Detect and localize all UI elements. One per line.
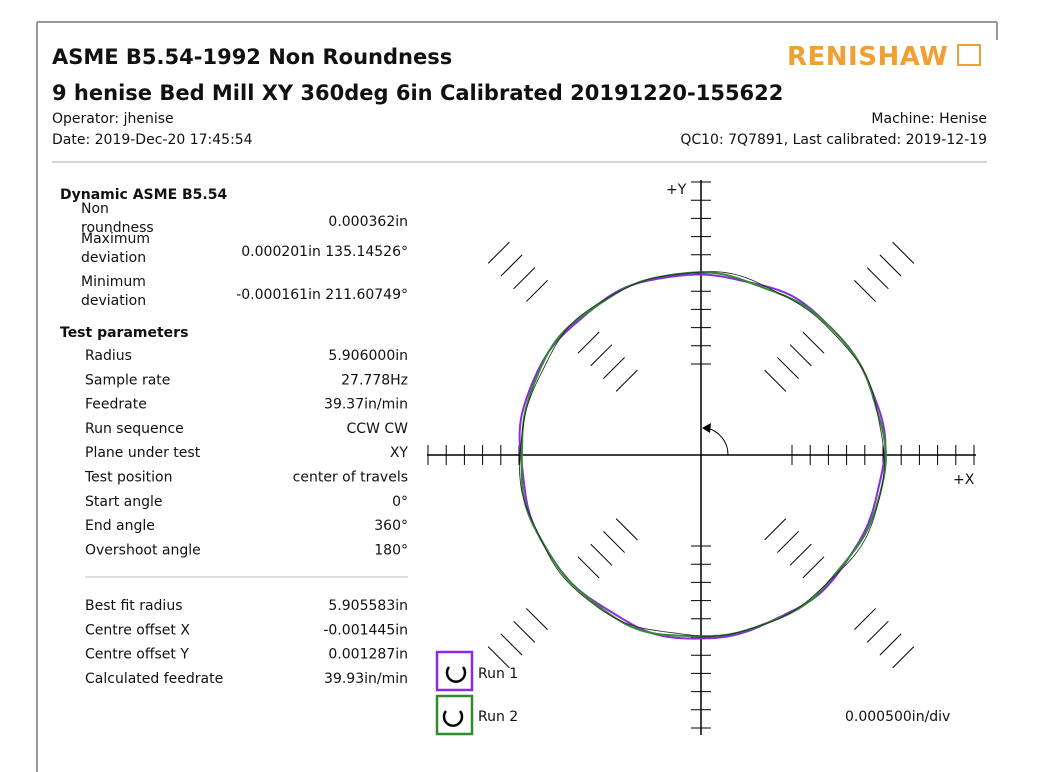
row-label: Run sequence [85, 421, 184, 437]
diagonal-tick [764, 518, 787, 541]
row-label: End angle [85, 518, 155, 534]
diagonal-tick [513, 620, 536, 643]
report-title: ASME B5.54-1992 Non Roundness [52, 45, 452, 69]
legend-label: Run 1 [478, 666, 518, 682]
diagonal-tick [525, 279, 548, 302]
row-label: Maximum deviation [81, 231, 150, 266]
row-value: 5.905583in [328, 598, 408, 614]
row-value: CCW CW [347, 421, 409, 437]
row-value: 0.001287in [328, 647, 408, 663]
diagonal-tick [866, 620, 889, 643]
diagonal-tick [577, 331, 600, 354]
arrow-head [702, 423, 711, 433]
diagonal-tick [892, 241, 915, 264]
scale-label: 0.000500in/div [845, 709, 950, 725]
diagonal-tick [879, 254, 902, 277]
logo: RENISHAW [787, 42, 948, 72]
row-value: 360° [374, 518, 408, 534]
row-value: 180° [374, 542, 408, 558]
roundness-trace [520, 271, 887, 638]
machine: Machine: Henise [871, 111, 987, 127]
row-label: Best fit radius [85, 598, 183, 614]
row-value: 0.000201in 135.14526° [241, 244, 408, 260]
row-label-line: Minimum [81, 274, 146, 290]
diagonal-tick [590, 543, 613, 566]
diagonal-tick [603, 531, 625, 553]
diagonal-tick [866, 267, 889, 290]
diagonal-tick [603, 357, 625, 379]
polar-plot: +Y +X Run 1 Run 2 0.000500in/div [427, 180, 976, 736]
diagonal-tick [764, 369, 787, 392]
diagonal-tick [487, 646, 510, 669]
diagonal-tick [487, 241, 510, 264]
row-label: Plane under test [85, 445, 201, 461]
row-label: Minimum deviation [81, 274, 146, 309]
row-label: Feedrate [85, 397, 147, 413]
row-value: 39.93in/min [324, 671, 408, 687]
row-value: 39.37in/min [324, 397, 408, 413]
row-label-line: deviation [81, 250, 146, 266]
diagonal-tick [802, 556, 825, 579]
diagonal-tick [854, 279, 877, 302]
row-label-line: deviation [81, 293, 146, 309]
diagonal-tick [789, 344, 812, 367]
row-value: 27.778Hz [341, 372, 408, 388]
diagonal-tick [500, 633, 523, 656]
row-label: Sample rate [85, 372, 170, 388]
x-axis-label: +X [953, 472, 975, 488]
diagonal-tick [525, 608, 548, 631]
row-label: Centre offset Y [85, 647, 189, 663]
row-label: Test position [84, 470, 172, 486]
row-value: 5.906000in [328, 348, 408, 364]
qc10: QC10: 7Q7891, Last calibrated: 2019-12-1… [680, 132, 987, 148]
row-value: XY [390, 445, 409, 461]
legend-run1-box [435, 650, 474, 692]
row-label: Non roundness [81, 201, 154, 236]
report-subtitle: 9 henise Bed Mill XY 360deg 6in Calibrat… [52, 81, 783, 105]
diagonal-tick [615, 518, 638, 541]
ccw-icon [445, 666, 467, 683]
row-value: center of travels [293, 470, 408, 486]
section-heading: Dynamic ASME B5.54 [60, 187, 227, 203]
diagonal-tick [615, 369, 638, 392]
date: Date: 2019-Dec-20 17:45:54 [52, 132, 253, 148]
row-label-line: Maximum [81, 231, 150, 247]
diagonal-tick [513, 267, 536, 290]
diagonal-tick [854, 608, 877, 631]
row-label: Calculated feedrate [85, 671, 223, 687]
diagonal-tick [590, 344, 613, 367]
diagonal-tick [789, 543, 812, 566]
diagonal-tick [777, 531, 799, 553]
diagonal-tick [892, 646, 915, 669]
diagonal-tick [577, 556, 600, 579]
row-label: Radius [85, 348, 132, 364]
row-value: -0.001445in [323, 622, 408, 638]
diagonal-tick [500, 254, 523, 277]
diagonal-tick [802, 331, 825, 354]
row-value: -0.000161in 211.60749° [236, 287, 408, 303]
logo-icon [957, 44, 981, 66]
legend-run2-box [435, 694, 474, 736]
row-value: 0° [392, 494, 408, 510]
row-label: Start angle [85, 494, 163, 510]
row-label: Overshoot angle [85, 542, 201, 558]
diagonal-tick [879, 633, 902, 656]
section-heading: Test parameters [60, 325, 188, 341]
row-label: Centre offset X [85, 622, 190, 638]
operator: Operator: jhenise [52, 111, 174, 127]
legend-label: Run 2 [478, 709, 518, 725]
cw-icon [442, 710, 464, 727]
diagonal-tick [777, 357, 799, 379]
y-axis-label: +Y [666, 182, 687, 198]
roundness-trace [519, 271, 885, 637]
row-value: 0.000362in [328, 214, 408, 230]
roundness-trace [518, 273, 887, 640]
row-label-line: Non [81, 201, 109, 217]
row-label-line: roundness [81, 220, 154, 236]
